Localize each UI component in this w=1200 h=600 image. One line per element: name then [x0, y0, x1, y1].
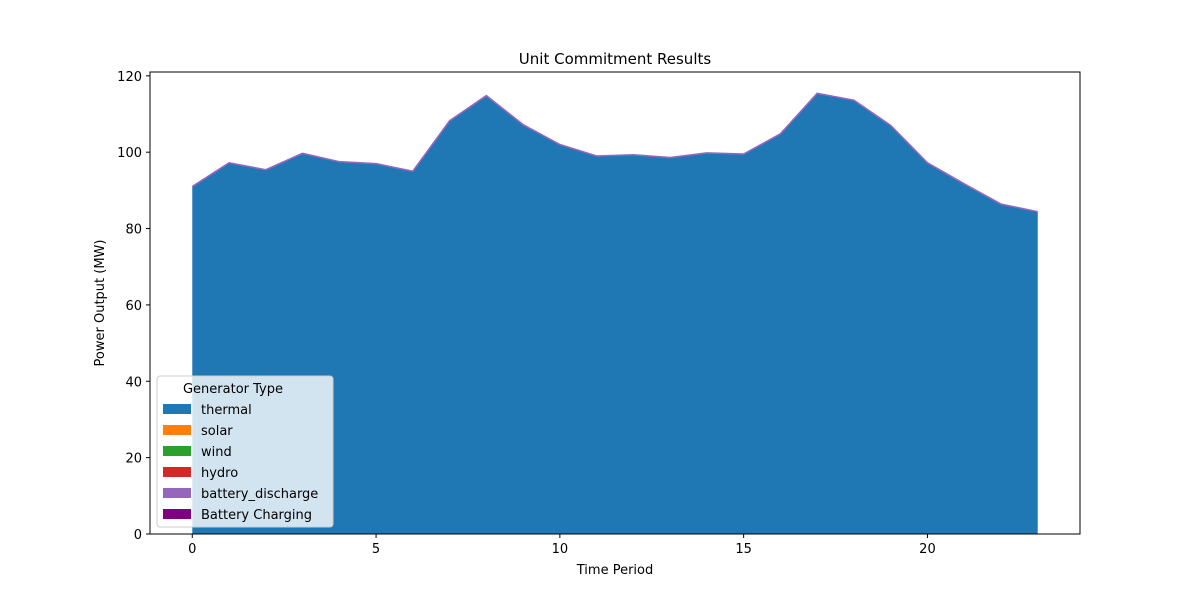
y-tick-label: 0 [134, 528, 142, 543]
legend-entry: hydro [201, 466, 238, 481]
y-axis: 0 20 40 60 80 100 120 [117, 70, 150, 543]
x-axis-label: Time Period [576, 563, 653, 578]
y-tick-label: 120 [117, 70, 142, 85]
y-tick-label: 60 [125, 299, 142, 314]
x-tick-label: 5 [372, 542, 380, 557]
series-outlines [191, 92, 1038, 213]
legend-swatch [163, 446, 191, 456]
legend-entry: thermal [201, 403, 252, 418]
x-axis: 0 5 10 15 20 [188, 534, 936, 557]
legend-entry: Battery Charging [201, 508, 312, 523]
legend: Generator Type thermal solar wind hydro batte… [156, 375, 334, 528]
y-tick-label: 20 [125, 452, 142, 467]
y-tick-label: 80 [125, 223, 142, 238]
legend-entry: solar [201, 424, 233, 439]
area-thermal [192, 93, 1038, 534]
chart-title: Unit Commitment Results [519, 50, 712, 68]
stack-top-outline [191, 92, 1038, 213]
legend-entry: wind [201, 445, 232, 460]
x-tick-label: 15 [735, 542, 752, 557]
y-tick-label: 100 [117, 146, 142, 161]
x-tick-label: 0 [188, 542, 196, 557]
plot-frame [149, 71, 1081, 535]
x-tick-label: 20 [919, 542, 936, 557]
legend-entry: battery_discharge [201, 487, 318, 502]
legend-title: Generator Type [183, 382, 283, 397]
legend-swatch [163, 509, 191, 519]
legend-box [156, 375, 334, 528]
x-tick-label: 10 [552, 542, 569, 557]
legend-swatch [163, 404, 191, 414]
legend-swatch [163, 467, 191, 477]
y-axis-label: Power Output (MW) [93, 240, 108, 367]
legend-swatch [163, 488, 191, 498]
y-tick-label: 40 [125, 375, 142, 390]
stacked-areas [192, 93, 1038, 534]
legend-swatch [163, 425, 191, 435]
